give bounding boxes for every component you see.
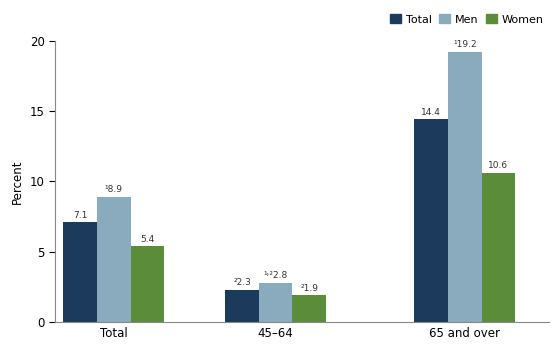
Text: ¹˒²2.8: ¹˒²2.8 xyxy=(264,271,288,280)
Bar xyxy=(63,222,97,322)
Text: ¹8.9: ¹8.9 xyxy=(105,185,123,194)
Bar xyxy=(97,197,130,322)
Y-axis label: Percent: Percent xyxy=(11,159,24,204)
Bar xyxy=(414,119,448,322)
Bar xyxy=(292,295,326,322)
Text: 10.6: 10.6 xyxy=(488,161,508,170)
Text: 5.4: 5.4 xyxy=(141,234,155,244)
Bar xyxy=(448,52,482,322)
Bar xyxy=(130,246,164,322)
Text: ¹19.2: ¹19.2 xyxy=(453,40,477,49)
Text: ²2.3: ²2.3 xyxy=(233,278,251,287)
Text: 14.4: 14.4 xyxy=(421,108,441,117)
Legend: Total, Men, Women: Total, Men, Women xyxy=(385,10,548,29)
Bar xyxy=(482,173,515,322)
Text: ²1.9: ²1.9 xyxy=(300,284,318,293)
Bar xyxy=(225,290,259,322)
Bar xyxy=(259,283,292,322)
Text: 7.1: 7.1 xyxy=(73,211,87,220)
